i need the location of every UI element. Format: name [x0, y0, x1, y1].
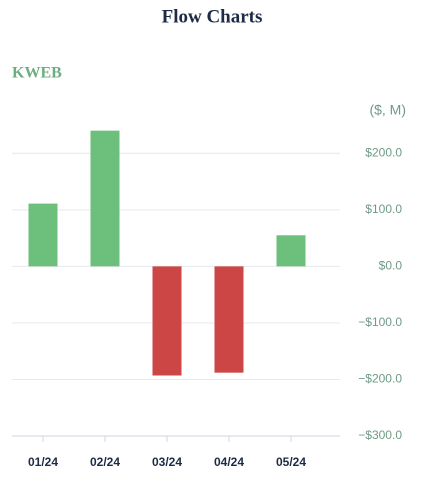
x-tick-label: 01/24: [28, 455, 58, 469]
y-tick-label: $0.0: [379, 259, 403, 273]
y-tick-label: −$300.0: [358, 428, 402, 442]
bar: [276, 235, 306, 267]
bar: [28, 203, 58, 267]
bar: [152, 266, 182, 376]
y-tick-label: −$100.0: [358, 315, 402, 329]
y-tick-label: $100.0: [365, 202, 402, 216]
chart-title: KWEB: [12, 65, 62, 82]
bar: [214, 266, 244, 373]
y-axis-label: ($, M): [369, 102, 406, 118]
x-tick-label: 04/24: [214, 455, 244, 469]
y-tick-label: −$200.0: [358, 372, 402, 386]
y-tick-label: $200.0: [365, 145, 402, 159]
x-tick-label: 03/24: [152, 455, 182, 469]
page-title: Flow Charts: [162, 6, 263, 27]
x-tick-label: 02/24: [90, 455, 120, 469]
bar: [90, 130, 120, 267]
x-tick-label: 05/24: [276, 455, 306, 469]
